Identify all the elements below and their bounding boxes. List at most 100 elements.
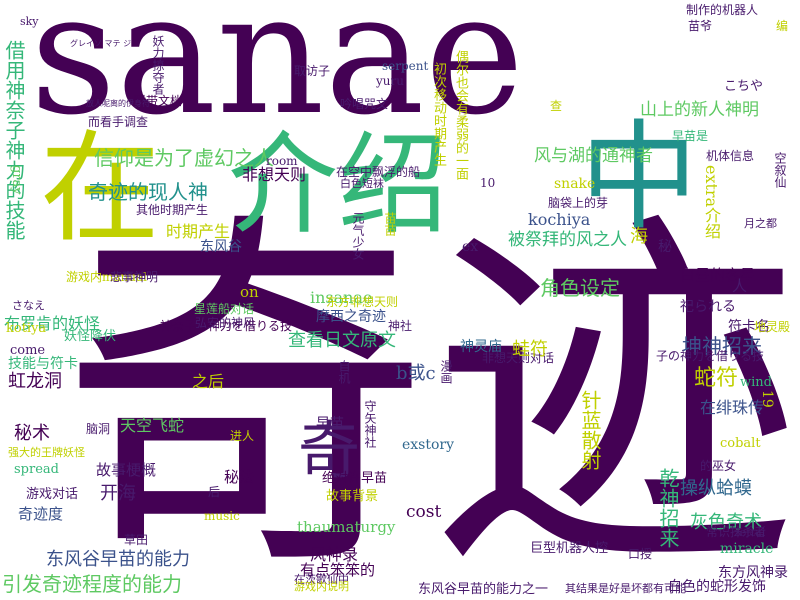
cloud-word: 月之都 [744, 217, 777, 230]
cloud-word: 天空飞蛇 [120, 416, 185, 435]
cloud-word: 坤神招来 [682, 334, 762, 358]
cloud-word: 借用神奈子神力的技能 [2, 40, 26, 240]
cloud-word: 地灵殿 [754, 320, 791, 334]
cloud-word: room [266, 154, 298, 168]
cloud-word: 口授 [628, 547, 653, 561]
cloud-word: 白色短袜 [340, 177, 384, 190]
cloud-word: 技能与符卡 [8, 356, 78, 372]
cloud-word: 信仰是为了虚幻之人 [94, 146, 274, 170]
cloud-word: 东方非想天则 [326, 295, 399, 309]
cloud-word: 自机 [337, 360, 351, 384]
cloud-word: 制作的机器人 [686, 3, 759, 17]
cloud-word: 东风谷早苗的能力之一 [418, 582, 549, 597]
cloud-word: 灰色奇术 [690, 512, 762, 533]
cloud-word: 放人呢离的伊身符 [86, 99, 150, 108]
cloud-word: 海 [630, 226, 648, 247]
cloud-word: 脑洞 [86, 422, 111, 436]
cloud-word: wind [740, 375, 772, 390]
cloud-word: 查 [550, 99, 563, 113]
cloud-word: 进人 [230, 429, 255, 443]
cloud-word: 角色设定 [540, 276, 620, 300]
cloud-word: 秘 [658, 239, 672, 255]
cloud-word: miracle [720, 541, 774, 557]
cloud-word: 人 [732, 277, 748, 295]
cloud-word: 脑袋上的芽 [548, 196, 609, 210]
cloud-word: 布罗肯的妖怪 [4, 314, 101, 333]
cloud-word: 妖力掠夺者 [151, 35, 165, 95]
cloud-word: 在空中飘浮的船 [336, 165, 421, 179]
cloud-word: 悲事神明 [110, 270, 159, 284]
cloud-word: 在 [40, 120, 160, 259]
cloud-word: 19 [759, 390, 775, 408]
cloud-word: kochiya [528, 210, 591, 229]
cloud-word: 奇迹的现人神 [88, 180, 208, 204]
cloud-word: 有点笨笨的 [300, 561, 376, 579]
cloud-word: 弘安的神风 [195, 316, 256, 330]
cloud-word: 取访子 [294, 64, 331, 78]
cloud-word: 白色的蛇形发饰 [668, 579, 766, 595]
cloud-word: extra介绍 [702, 165, 721, 240]
cloud-word: 奇 [298, 414, 361, 487]
cloud-word: 而看手调查 [88, 115, 149, 129]
cloud-word: 非想天则 [242, 165, 307, 184]
cloud-word: 虹龙洞 [8, 371, 62, 392]
cloud-word: cost [406, 502, 442, 522]
cloud-word: 其结果是好是坏都有可能 [565, 582, 686, 595]
cloud-word: 风与湖的通神者 [534, 146, 653, 166]
cloud-word: 引发奇迹程度的能力 [2, 572, 182, 596]
cloud-word: こちや [724, 79, 764, 94]
cloud-word: 符卡名 [728, 319, 770, 335]
cloud-word: 蛇符 [694, 366, 739, 391]
cloud-word: gray [9, 165, 24, 195]
cloud-word: sanae [30, 0, 525, 152]
cloud-word: 开海 [100, 483, 136, 504]
cloud-word: 游戏内说明 [294, 580, 349, 593]
cloud-word: 游戏内manual [66, 270, 147, 284]
cloud-word: 蛙符 [512, 339, 548, 360]
cloud-word: yuru [376, 74, 404, 88]
cloud-word: 常识抹杀者 [706, 525, 767, 539]
cloud-word: 故事梗概 [96, 461, 157, 479]
cloud-word: 空叙仙 [773, 152, 787, 188]
cloud-word: 子の神力を借りる技 [656, 349, 765, 363]
cloud-word: spread [14, 462, 59, 477]
cloud-word: 在绯珠传 [700, 398, 765, 417]
cloud-word: 摩西之奇迹 [316, 309, 386, 325]
cloud-word: 神奈子の神力を借りる技 [160, 319, 293, 333]
cloud-word: 秘术 [14, 423, 50, 444]
cloud-word: 奇迹 [60, 185, 800, 600]
cloud-word: 的巫女 [700, 459, 737, 473]
cloud-word: 苗爷 [688, 19, 713, 33]
cloud-word: kotiya [6, 321, 47, 336]
cloud-word: 白昼的客星 [680, 266, 756, 284]
cloud-word: 奇迹度 [18, 505, 64, 523]
cloud-word: 漫画 [439, 360, 453, 384]
cloud-word: 乾神招来 [656, 468, 680, 548]
cloud-word: insanae [310, 288, 373, 307]
cloud-word: 秘法 [224, 468, 255, 486]
cloud-word: zettai [734, 526, 766, 539]
cloud-word: 游戏对话 [26, 487, 79, 502]
cloud-word: 东方风神录 [718, 565, 788, 581]
cloud-word: music [204, 509, 240, 523]
cloud-word: 早苗 [316, 416, 344, 432]
cloud-word: 被祭拜的风之人 [508, 230, 627, 250]
cloud-word: 介绍 [228, 121, 448, 249]
cloud-word: グレイソ マテ ジ [70, 39, 132, 48]
cloud-word: thaumaturgy [297, 518, 396, 536]
cloud-word: 时期产生 [166, 222, 231, 241]
cloud-word: exstory [402, 437, 455, 453]
cloud-word: 神社 [388, 319, 413, 333]
cloud-word: 后 [208, 485, 221, 499]
cloud-word: 中 [580, 108, 699, 246]
cloud-word: 强大的王牌妖怪 [8, 446, 85, 459]
cloud-word: 查看日文原文 [288, 330, 396, 351]
cloud-word: 东风谷早苗的能力 [46, 549, 190, 570]
cloud-word: 绝对许早苗 [322, 471, 388, 486]
cloud-word: 之后 [192, 372, 225, 391]
cloud-word: 非想天则对话 [482, 351, 555, 365]
cloud-word: 操纵蛤蟆 [680, 478, 752, 499]
cloud-word: ex [462, 239, 479, 255]
cloud-word: 编 [776, 19, 789, 33]
